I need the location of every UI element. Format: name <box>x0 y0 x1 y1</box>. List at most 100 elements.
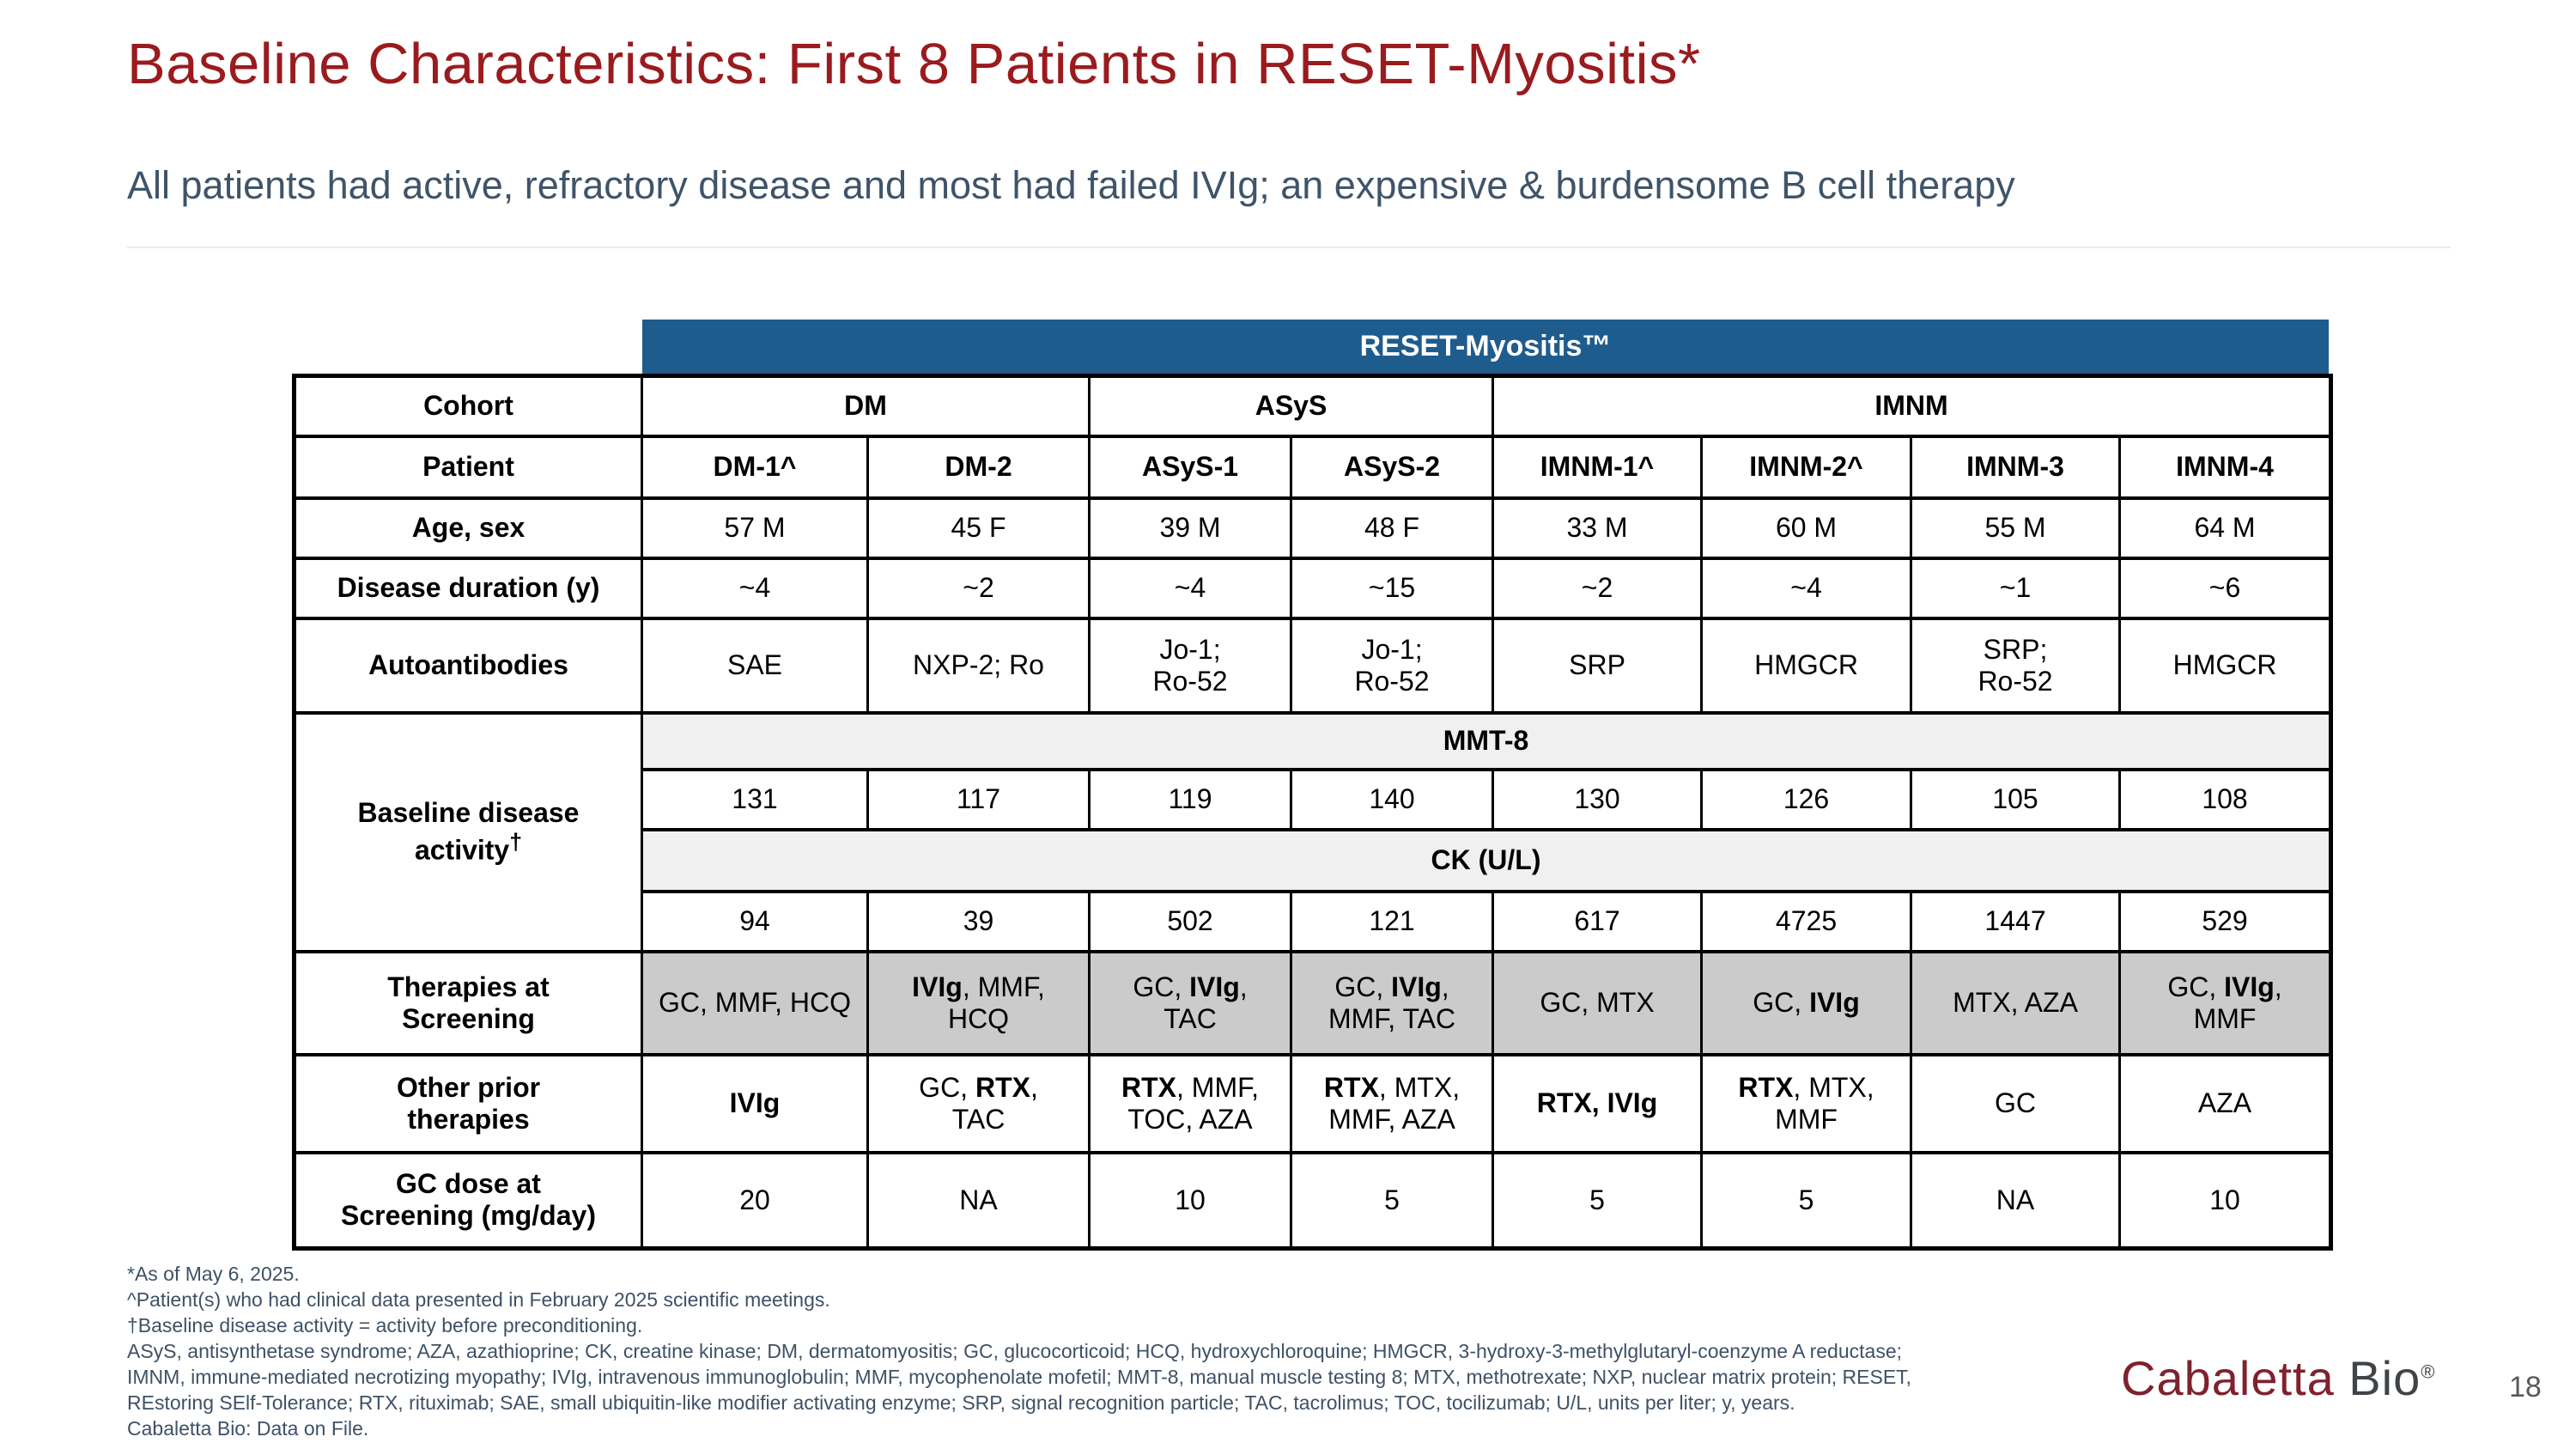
autoantibody-cell: HMGCR <box>2118 616 2333 715</box>
gc-dose-cell: 10 <box>1088 1150 1293 1251</box>
prior-therapy-cell: RTX, MTX, MMF, AZA <box>1290 1052 1495 1154</box>
row-label-disease-duration: Disease duration (y) <box>293 556 643 620</box>
gc-dose-cell: 5 <box>1492 1150 1704 1251</box>
row-other-prior: Other prior therapies IVIg GC, RTX, TAC … <box>293 1052 2333 1154</box>
row-mmt8-values: 131 117 119 140 130 126 105 108 <box>295 767 2333 831</box>
autoantibody-cell: SRP; Ro-52 <box>1910 616 2122 715</box>
row-label-cohort: Cohort <box>293 374 643 438</box>
mmt8-cell: 140 <box>1290 767 1495 831</box>
mmt8-cell: 126 <box>1700 767 1913 831</box>
duration-cell: ~4 <box>1088 556 1293 620</box>
footnotes-block: *As of May 6, 2025. ^Patient(s) who had … <box>127 1261 1911 1441</box>
prior-therapy-cell: IVIg <box>641 1052 869 1154</box>
age-sex-cell: 60 M <box>1700 496 1913 560</box>
ck-cell: 617 <box>1492 889 1704 953</box>
age-sex-cell: 33 M <box>1492 496 1704 560</box>
divider-line <box>127 247 2451 248</box>
row-disease-duration: Disease duration (y) ~4 ~2 ~4 ~15 ~2 ~4 … <box>293 556 2333 620</box>
ck-cell: 4725 <box>1700 889 1913 953</box>
row-label-age-sex: Age, sex <box>293 496 643 560</box>
prior-therapy-cell: GC, RTX, TAC <box>866 1052 1091 1154</box>
row-therapies-screening: Therapies at Screening GC, MMF, HCQ IVIg… <box>293 949 2333 1056</box>
table-banner: RESET-Myositis™ <box>642 320 2329 374</box>
ck-cell: 1447 <box>1910 889 2122 953</box>
cohort-header-imnm: IMNM <box>1492 374 2333 438</box>
mmt8-cell: 108 <box>2118 767 2333 831</box>
gc-dose-cell: 20 <box>641 1150 869 1251</box>
autoantibody-cell: NXP-2; Ro <box>866 616 1091 715</box>
row-label-gc-dose: GC dose at Screening (mg/day) <box>293 1150 643 1251</box>
footnote-line: ASyS, antisynthetase syndrome; AZA, azat… <box>127 1340 1903 1362</box>
mmt8-cell: 131 <box>641 767 869 831</box>
row-label-autoantibodies: Autoantibodies <box>293 616 643 715</box>
autoantibody-cell: SRP <box>1492 616 1704 715</box>
row-gc-dose: GC dose at Screening (mg/day) 20 NA 10 5… <box>293 1150 2333 1251</box>
gc-dose-cell: 10 <box>2118 1150 2333 1251</box>
slide-subtitle: All patients had active, refractory dise… <box>127 163 2015 207</box>
ck-cell: 39 <box>866 889 1091 953</box>
therapy-cell: GC, MTX <box>1492 949 1704 1056</box>
duration-cell: ~1 <box>1910 556 2122 620</box>
duration-cell: ~2 <box>866 556 1091 620</box>
duration-cell: ~15 <box>1290 556 1495 620</box>
footnote-line: REstoring SElf-Tolerance; RTX, rituximab… <box>127 1391 1795 1414</box>
autoantibody-cell: SAE <box>641 616 869 715</box>
slide-title: Baseline Characteristics: First 8 Patien… <box>127 32 1701 96</box>
ck-cell: 94 <box>641 889 869 953</box>
patient-cell: IMNM-3 <box>1910 434 2122 500</box>
row-ck-values: 94 39 502 121 617 4725 1447 529 <box>295 889 2333 953</box>
row-label-therapies-screening: Therapies at Screening <box>293 949 643 1056</box>
mmt8-cell: 117 <box>866 767 1091 831</box>
footnote-line: IMNM, immune-mediated necrotizing myopat… <box>127 1366 1912 1388</box>
logo-suffix-text: Bio <box>2334 1351 2421 1405</box>
therapy-cell: GC, IVIg, MMF <box>2118 949 2333 1056</box>
patient-cell: ASyS-1 <box>1088 434 1293 500</box>
row-label-patient: Patient <box>293 434 643 500</box>
row-patient: Patient DM-1^ DM-2 ASyS-1 ASyS-2 IMNM-1^… <box>293 434 2333 500</box>
age-sex-cell: 64 M <box>2118 496 2333 560</box>
row-age-sex: Age, sex 57 M 45 F 39 M 48 F 33 M 60 M 5… <box>293 496 2333 560</box>
cohort-header-dm: DM <box>640 374 1091 438</box>
prior-therapy-cell: RTX, MTX, MMF <box>1700 1052 1913 1154</box>
duration-cell: ~6 <box>2118 556 2333 620</box>
autoantibody-cell: Jo-1; Ro-52 <box>1290 616 1495 715</box>
therapy-cell: GC, IVIg, MMF, TAC <box>1290 949 1495 1056</box>
autoantibody-cell: Jo-1; Ro-52 <box>1088 616 1293 715</box>
dagger-mark: † <box>509 829 523 855</box>
gc-dose-cell: 5 <box>1700 1150 1913 1251</box>
duration-cell: ~4 <box>1700 556 1913 620</box>
patient-cell: ASyS-2 <box>1290 434 1495 500</box>
prior-therapy-cell: RTX, MMF, TOC, AZA <box>1088 1052 1293 1154</box>
patient-cell: DM-1^ <box>641 434 869 500</box>
therapy-cell: MTX, AZA <box>1910 949 2122 1056</box>
age-sex-cell: 39 M <box>1088 496 1293 560</box>
age-sex-cell: 45 F <box>866 496 1091 560</box>
therapy-cell: GC, IVIg <box>1700 949 1913 1056</box>
mmt8-cell: 130 <box>1492 767 1704 831</box>
autoantibody-cell: HMGCR <box>1700 616 1913 715</box>
ck-cell: 502 <box>1088 889 1293 953</box>
footnote-line: *As of May 6, 2025. <box>127 1263 300 1285</box>
footnote-line: †Baseline disease activity = activity be… <box>127 1314 643 1336</box>
cohort-header-asys: ASyS <box>1088 374 1495 438</box>
logo-brand-text: Cabaletta <box>2121 1351 2335 1405</box>
footnote-line: ^Patient(s) who had clinical data presen… <box>127 1288 830 1311</box>
therapy-cell: GC, IVIg, TAC <box>1088 949 1293 1056</box>
mmt8-cell: 105 <box>1910 767 2122 831</box>
prior-therapy-cell: AZA <box>2118 1052 2333 1154</box>
ck-cell: 529 <box>2118 889 2333 953</box>
patient-cell: DM-2 <box>866 434 1091 500</box>
age-sex-cell: 57 M <box>641 496 869 560</box>
duration-cell: ~4 <box>641 556 869 620</box>
registered-trademark-icon: ® <box>2421 1361 2436 1383</box>
cabaletta-bio-logo: Cabaletta Bio® <box>2121 1350 2435 1406</box>
gc-dose-cell: NA <box>1910 1150 2122 1251</box>
footnote-line: Cabaletta Bio: Data on File. <box>127 1417 369 1440</box>
row-cohort: Cohort DM ASyS IMNM <box>293 374 2333 438</box>
patient-cell: IMNM-1^ <box>1492 434 1704 500</box>
age-sex-cell: 48 F <box>1290 496 1495 560</box>
row-mmt8-band: Baseline disease activity† MMT-8 <box>293 710 2333 953</box>
gc-dose-cell: NA <box>866 1150 1091 1251</box>
mmt8-cell: 119 <box>1088 767 1293 831</box>
age-sex-cell: 55 M <box>1910 496 2122 560</box>
